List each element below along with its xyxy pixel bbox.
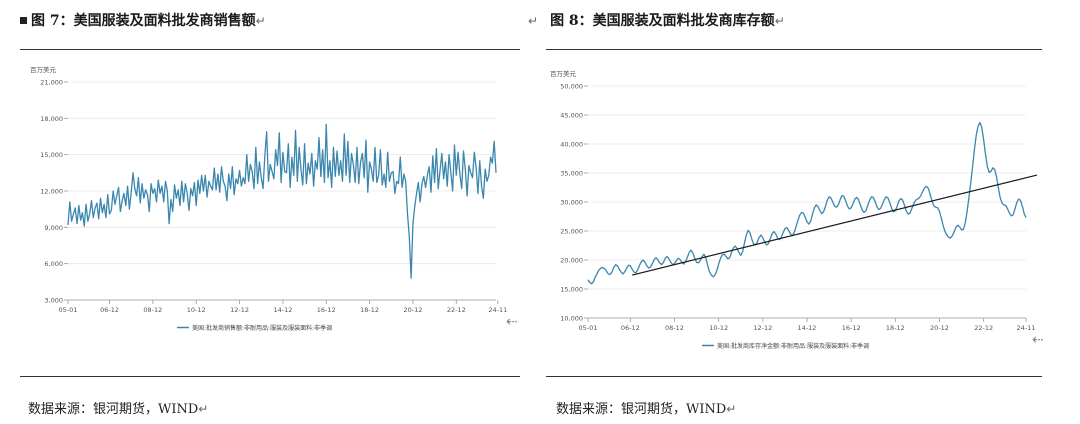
figure-8-title-text: 图 8：美国服装及面料批发商库存额 bbox=[550, 13, 775, 29]
return-arrow-icon: ⇠ bbox=[1032, 332, 1044, 348]
y-tick-label: 30,000 bbox=[560, 199, 583, 207]
y-tick-label: 21,000 bbox=[40, 79, 63, 87]
chart-svg: 百万美元 3,000 6,000 9,000 12,000 15,000 18,000 21,… bbox=[30, 65, 507, 332]
figure-7-bottom-rule bbox=[20, 376, 520, 377]
legend-label: 美国:批发商销售额:非耐用品:服装及服装面料:非季调 bbox=[192, 324, 332, 332]
figure-8-panel: ↵ 图 8：美国服装及面料批发商库存额↵ 百万美元 10,000 15,000 20,0… bbox=[528, 0, 1080, 424]
x-tick-label: 10-12 bbox=[709, 324, 728, 332]
x-tick-label: 24-11 bbox=[488, 306, 507, 314]
x-tick-label: 08-12 bbox=[665, 324, 684, 332]
return-mark-icon: ↵ bbox=[528, 14, 539, 28]
x-tick-label: 20-12 bbox=[930, 324, 949, 332]
y-tick-label: 15,000 bbox=[40, 151, 63, 159]
figure-8-source: 数据来源：银河期货，WIND↵ bbox=[556, 398, 736, 417]
figure-7-chart: 百万美元 3,000 6,000 9,000 12,000 15,000 18,000 21,… bbox=[30, 60, 520, 342]
x-tick-label: 06-12 bbox=[100, 306, 119, 314]
y-tick-label: 9,000 bbox=[44, 224, 63, 232]
bullet-icon bbox=[20, 16, 27, 24]
return-mark-icon: ↵ bbox=[774, 14, 785, 28]
series-line bbox=[587, 121, 1027, 285]
figure-7-source-text: 数据来源：银河期货，WIND bbox=[28, 402, 199, 417]
x-tick-label: 16-12 bbox=[317, 306, 336, 314]
y-unit-label: 百万美元 bbox=[550, 69, 577, 78]
return-arrow-icon: ⇠ bbox=[506, 314, 518, 330]
x-tick-label: 18-12 bbox=[360, 306, 379, 314]
x-tick-label: 08-12 bbox=[143, 306, 162, 314]
x-tick-label: 24-11 bbox=[1017, 324, 1036, 332]
series-line bbox=[67, 123, 497, 279]
return-mark-icon: ↵ bbox=[726, 402, 737, 416]
x-tick-label: 05-01 bbox=[579, 324, 598, 332]
figure-8-chart: 百万美元 10,000 15,000 20,000 25,000 30,000 35,000… bbox=[544, 64, 1044, 354]
y-tick-label: 3,000 bbox=[44, 297, 63, 305]
chart-svg: 百万美元 10,000 15,000 20,000 25,000 30,000 35,000… bbox=[550, 69, 1038, 350]
x-tick-label: 10-12 bbox=[187, 306, 206, 314]
y-tick-label: 50,000 bbox=[560, 83, 583, 91]
x-tick-label: 22-12 bbox=[974, 324, 993, 332]
y-unit-label: 百万美元 bbox=[30, 65, 57, 74]
y-tick-label: 35,000 bbox=[560, 170, 583, 178]
x-tick-label: 12-12 bbox=[753, 324, 772, 332]
figure-8-source-text: 数据来源：银河期货，WIND bbox=[556, 402, 727, 417]
figure-8-title: ↵ 图 8：美国服装及面料批发商库存额↵ bbox=[528, 10, 785, 30]
figure-7-panel: 图 7：美国服装及面料批发商销售额↵ 百万美元 3,000 6,000 9,000 12… bbox=[20, 10, 520, 417]
y-tick-label: 45,000 bbox=[560, 112, 583, 120]
figure-8-bottom-rule bbox=[546, 376, 1042, 377]
x-tick-label: 18-12 bbox=[886, 324, 905, 332]
y-tick-label: 10,000 bbox=[560, 315, 583, 323]
x-tick-label: 22-12 bbox=[447, 306, 466, 314]
figure-7-title-text: 图 7：美国服装及面料批发商销售额 bbox=[31, 13, 256, 29]
x-tick-label: 14-12 bbox=[273, 306, 292, 314]
x-tick-label: 06-12 bbox=[621, 324, 640, 332]
y-tick-label: 20,000 bbox=[560, 257, 583, 265]
y-tick-label: 25,000 bbox=[560, 228, 583, 236]
figure-7-title: 图 7：美国服装及面料批发商销售额↵ bbox=[20, 10, 266, 30]
trend-line bbox=[632, 174, 1038, 276]
y-tick-label: 15,000 bbox=[560, 286, 583, 294]
y-tick-label: 40,000 bbox=[560, 141, 583, 149]
y-tick-label: 12,000 bbox=[40, 188, 63, 196]
x-tick-label: 16-12 bbox=[842, 324, 861, 332]
legend-label: 美国:批发商库存净金额:非耐用品:服装及服装面料:非季调 bbox=[717, 342, 869, 350]
figure-7-top-rule bbox=[20, 49, 520, 50]
figure-8-top-rule bbox=[546, 49, 1042, 50]
x-tick-label: 05-01 bbox=[59, 306, 78, 314]
y-tick-label: 6,000 bbox=[44, 260, 63, 268]
y-tick-label: 18,000 bbox=[40, 115, 63, 123]
return-mark-icon: ↵ bbox=[198, 402, 209, 416]
x-tick-label: 20-12 bbox=[403, 306, 422, 314]
x-tick-label: 12-12 bbox=[230, 306, 249, 314]
return-mark-icon: ↵ bbox=[255, 14, 266, 28]
figure-7-source: 数据来源：银河期货，WIND↵ bbox=[28, 398, 208, 417]
x-tick-label: 14-12 bbox=[798, 324, 817, 332]
